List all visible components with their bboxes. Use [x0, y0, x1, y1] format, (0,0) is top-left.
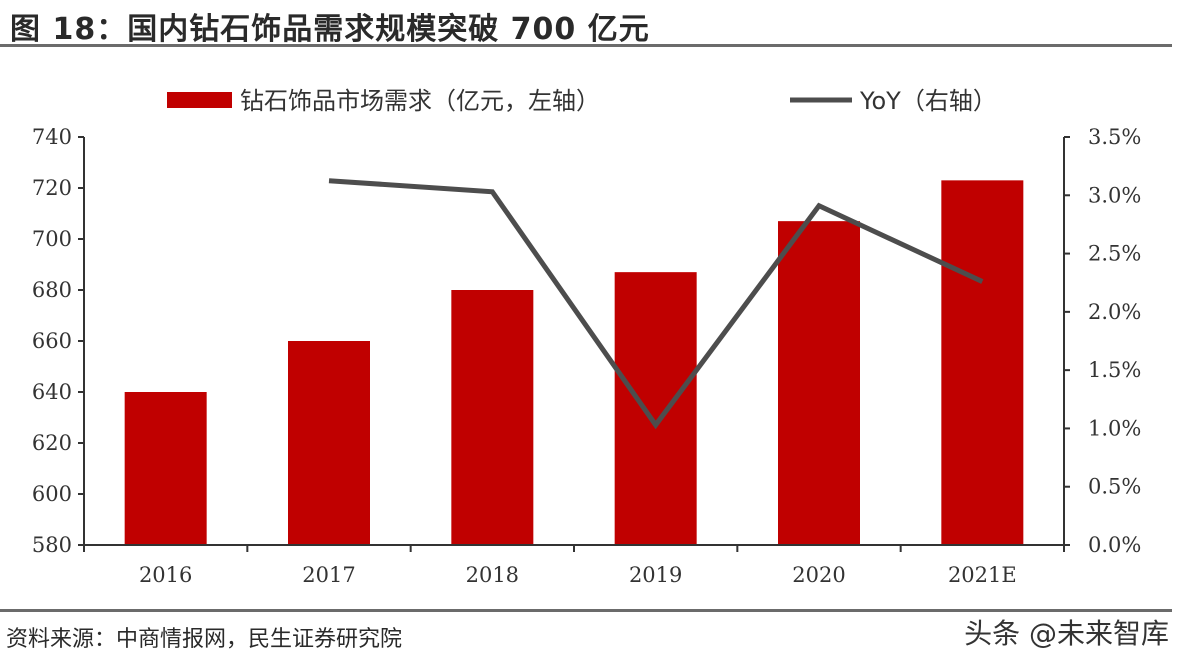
left-tick-label: 600 — [32, 482, 72, 506]
ticks-layer: 580 600 620 640 660 680 700 720 740 0.0% 0.5% 1.0% 1… — [32, 125, 1141, 587]
legend-bar-swatch — [167, 92, 232, 108]
bar-2020 — [778, 221, 860, 545]
x-tick-label: 2019 — [629, 563, 682, 587]
right-tick-label: 3.5% — [1088, 125, 1141, 149]
bar-2017 — [288, 341, 370, 545]
bar-2021E — [941, 180, 1024, 545]
line-layer — [328, 178, 984, 430]
right-tick-label: 2.0% — [1088, 300, 1141, 324]
bar-2018 — [451, 290, 534, 545]
x-tick-label: 2016 — [139, 563, 192, 587]
bottom-rule — [0, 609, 1172, 612]
left-tick-label: 580 — [32, 533, 72, 557]
left-tick-label: 660 — [32, 329, 72, 353]
right-tick-label: 3.0% — [1088, 183, 1141, 207]
bar-2016 — [124, 392, 207, 545]
bar-2019 — [614, 272, 697, 545]
legend-line-label: YoY（右轴） — [859, 87, 997, 115]
right-tick-label: 1.5% — [1088, 358, 1141, 382]
left-tick-label: 680 — [32, 278, 72, 302]
x-tick-label: 2021E — [948, 563, 1017, 587]
right-tick-label: 1.0% — [1088, 416, 1141, 440]
x-tick-label: 2020 — [792, 563, 845, 587]
right-tick-label: 2.5% — [1088, 242, 1141, 266]
title-rule — [0, 44, 1172, 47]
x-tick-label: 2018 — [466, 563, 519, 587]
right-tick-label: 0.5% — [1088, 475, 1141, 499]
left-tick-label: 720 — [32, 176, 72, 200]
watermark: 头条 @未来智库 — [964, 617, 1169, 650]
legend-bar-label: 钻石饰品市场需求（亿元，左轴） — [240, 87, 600, 115]
left-tick-label: 700 — [32, 227, 72, 251]
legend: 钻石饰品市场需求（亿元，左轴） YoY（右轴） — [167, 87, 997, 115]
x-tick-label: 2017 — [302, 563, 355, 587]
left-tick-label: 640 — [32, 380, 72, 404]
left-tick-label: 740 — [32, 125, 72, 149]
left-tick-label: 620 — [32, 431, 72, 455]
right-tick-label: 0.0% — [1088, 533, 1141, 557]
bars-layer — [124, 180, 1024, 545]
source-note: 资料来源：中商情报网，民生证券研究院 — [6, 627, 403, 652]
figure-title: 图 18：国内钻石饰品需求规模突破 700 亿元 — [10, 12, 650, 47]
axes-layer — [83, 137, 1065, 546]
